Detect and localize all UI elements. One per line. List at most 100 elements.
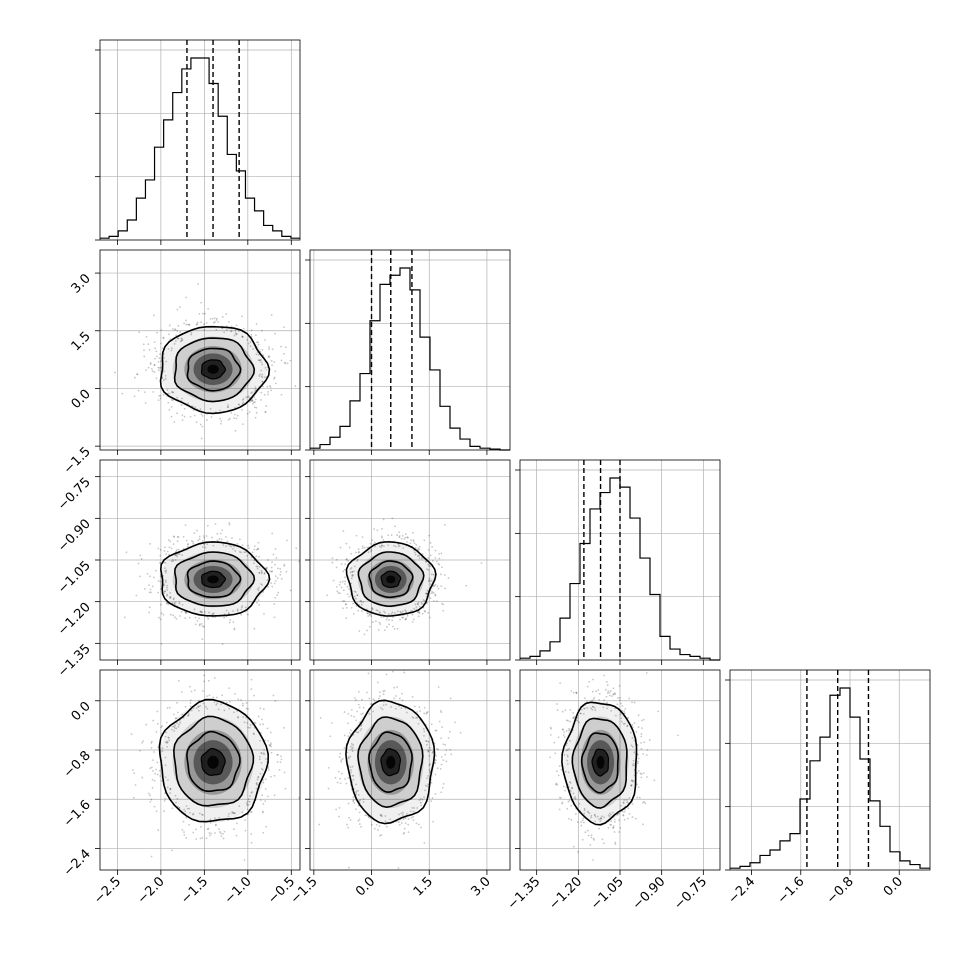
sample-point (154, 569, 157, 572)
sample-point (178, 306, 181, 309)
sample-point (393, 686, 396, 689)
sample-point (257, 353, 260, 356)
sample-point (404, 618, 407, 621)
sample-point (237, 403, 240, 406)
sample-point (603, 699, 605, 702)
sample-point (340, 759, 343, 761)
sample-point (143, 349, 145, 352)
sample-point (351, 574, 354, 577)
sample-point (170, 349, 173, 352)
sample-point (572, 845, 575, 848)
sample-point (260, 569, 263, 572)
sample-point (379, 691, 381, 693)
sample-point (260, 752, 263, 755)
sample-point (416, 716, 419, 719)
sample-point (264, 787, 267, 790)
sample-point (350, 552, 353, 555)
sample-point (234, 692, 236, 695)
sample-point (165, 571, 167, 574)
sample-point (657, 710, 660, 713)
sample-point (402, 547, 405, 549)
sample-point (235, 324, 238, 327)
sample-point (165, 721, 168, 724)
sample-point (345, 542, 348, 545)
sample-point (353, 590, 356, 593)
sample-point (260, 761, 263, 764)
sample-point (623, 712, 626, 715)
sample-point (364, 814, 367, 817)
sample-point (185, 539, 188, 542)
sample-point (642, 753, 645, 755)
sample-point (283, 361, 286, 364)
sample-point (350, 582, 353, 585)
sample-point (203, 328, 206, 331)
sample-point (347, 735, 350, 738)
sample-point (640, 741, 643, 744)
sample-point (561, 728, 564, 731)
sample-point (622, 802, 625, 805)
sample-point (168, 324, 171, 327)
contour-line (368, 560, 414, 599)
sample-point (401, 814, 404, 816)
sample-point (233, 711, 235, 714)
sample-point (429, 746, 431, 749)
sample-point (351, 571, 354, 573)
sample-point (350, 745, 352, 748)
sample-point (238, 538, 241, 541)
sample-point (398, 536, 401, 539)
sample-point (439, 709, 442, 712)
sample-point (404, 609, 407, 612)
sample-point (437, 562, 440, 565)
sample-point (424, 592, 427, 595)
sample-point (178, 601, 181, 603)
sample-point (401, 616, 404, 619)
sample-point (574, 813, 577, 815)
sample-point (174, 601, 177, 604)
sample-point (366, 546, 369, 549)
sample-point (167, 736, 170, 739)
marginal-panel (729, 669, 931, 871)
sample-point (192, 541, 194, 543)
sample-point (357, 548, 360, 551)
sample-point (642, 772, 645, 775)
sample-point (572, 792, 575, 795)
sample-point (251, 551, 254, 554)
sample-point (259, 359, 261, 362)
sample-point (401, 692, 403, 695)
sample-point (267, 355, 270, 357)
sample-point (197, 705, 200, 708)
sample-point (168, 546, 171, 549)
sample-point (172, 713, 175, 716)
sample-point (380, 813, 382, 816)
sample-point (160, 612, 163, 615)
sample-point (241, 315, 243, 318)
sample-point (430, 573, 433, 576)
sample-point (247, 798, 250, 801)
contour-line (380, 570, 402, 589)
sample-point (620, 717, 623, 720)
sample-point (438, 563, 441, 566)
sample-point (198, 624, 201, 627)
sample-point (431, 750, 434, 753)
sample-point (223, 830, 226, 833)
sample-point (417, 611, 420, 614)
sample-point (373, 700, 376, 702)
sample-point (572, 716, 575, 719)
sample-point (247, 342, 250, 345)
sample-point (270, 745, 272, 748)
sample-point (199, 837, 202, 840)
sample-point (255, 787, 258, 790)
sample-point (340, 586, 343, 589)
sample-point (572, 691, 575, 694)
sample-point (258, 359, 261, 361)
sample-point (256, 783, 259, 786)
sample-point (566, 755, 569, 758)
sample-point (193, 689, 196, 692)
sample-point (345, 617, 348, 620)
sample-point (216, 539, 219, 542)
sample-point (167, 603, 170, 606)
sample-point (421, 612, 424, 615)
sample-point (164, 735, 167, 738)
sample-point (121, 392, 124, 395)
sample-point (222, 832, 224, 835)
